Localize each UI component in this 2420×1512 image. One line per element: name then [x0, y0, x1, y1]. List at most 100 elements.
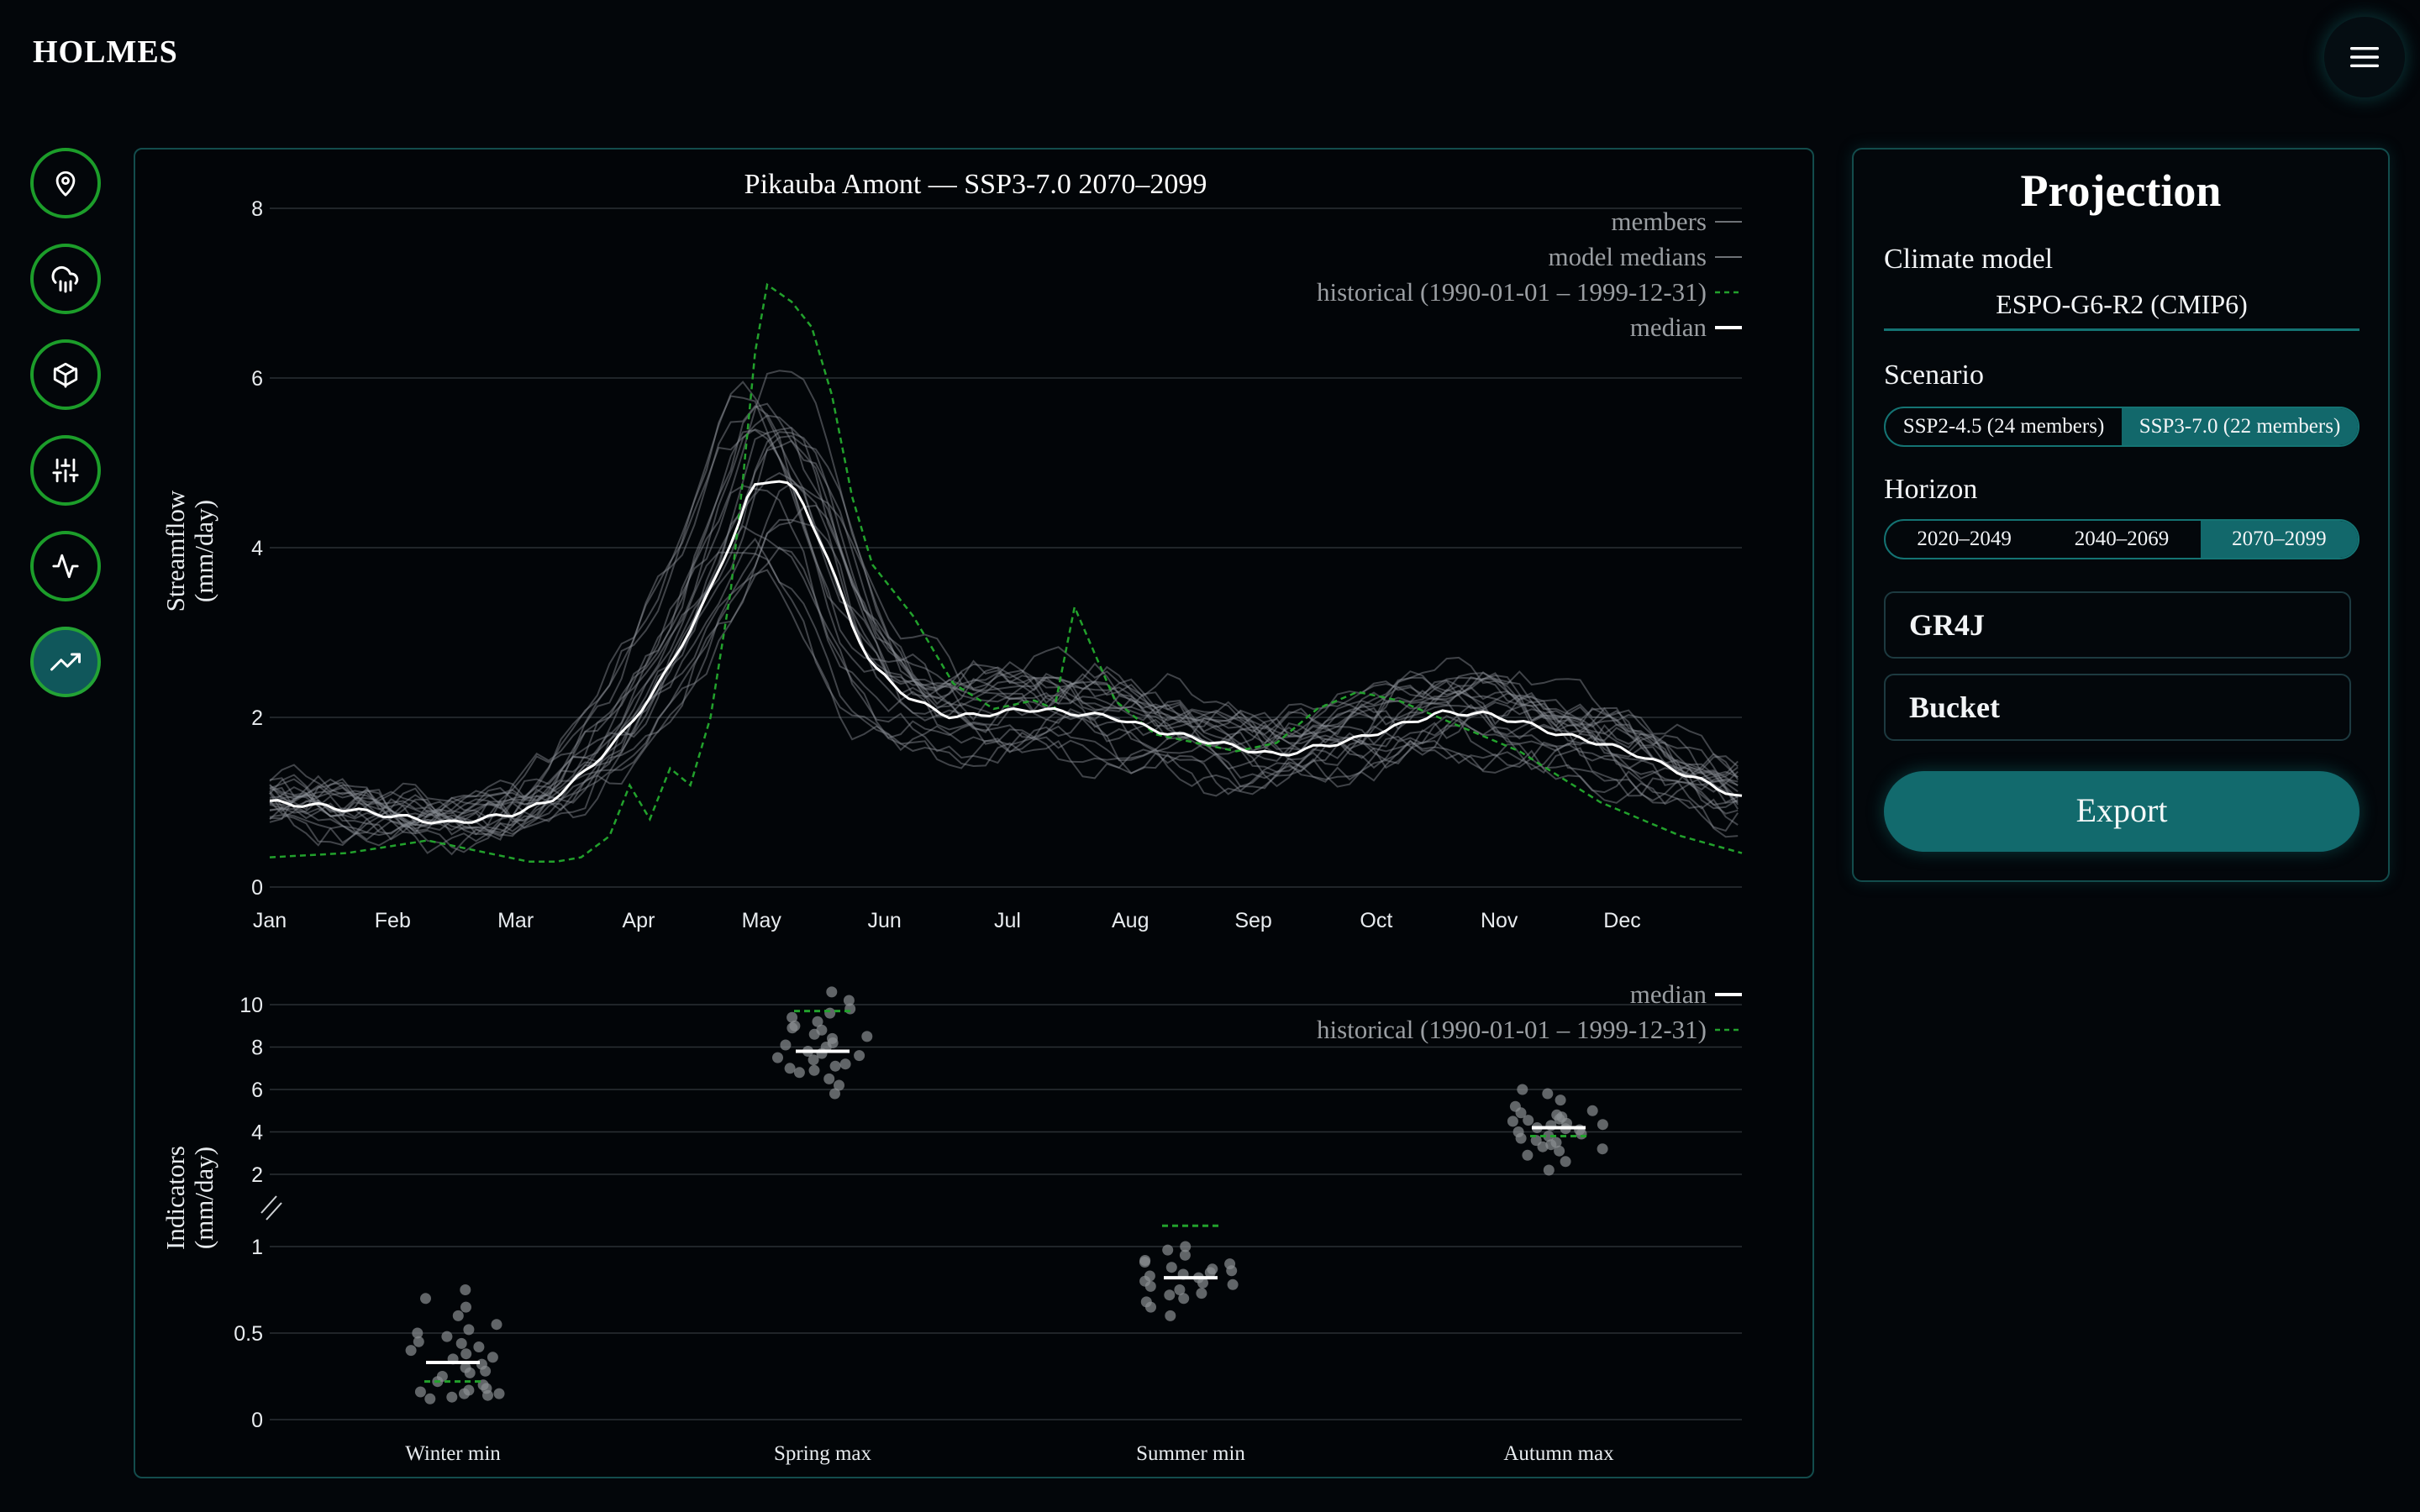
indicators-ylabel-line1: Indicators	[160, 1146, 190, 1250]
indicator-member-point	[829, 1088, 840, 1100]
map-pin-icon	[55, 171, 76, 197]
streamflow-ytick: 0	[251, 876, 263, 900]
month-tick-sep: Sep	[1234, 909, 1271, 932]
indicator-member-point	[1586, 1105, 1598, 1116]
member-series-line	[269, 427, 1739, 824]
indicator-member-point	[1551, 1109, 1563, 1121]
climate-model-select[interactable]: ESPO-G6-R2 (CMIP6)	[1884, 282, 2360, 331]
month-tick-dec: Dec	[1603, 909, 1640, 932]
indicator-member-point	[1144, 1280, 1156, 1292]
indicator-member-point	[824, 1007, 836, 1019]
indicator-member-point	[823, 1073, 835, 1084]
indicator-category-label: Autumn max	[1503, 1442, 1614, 1465]
chart-panel: Pikauba Amont — SSP3-7.0 2070–2099 0 2 4 6 8…	[134, 148, 1814, 1478]
month-tick-jan: Jan	[253, 909, 287, 932]
indicator-member-point	[834, 1079, 844, 1091]
indicator-member-point	[1597, 1119, 1608, 1131]
indicator-member-point	[1197, 1277, 1208, 1289]
indicator-member-point	[829, 1060, 841, 1072]
nav-item-simulation[interactable]	[30, 531, 101, 601]
horizon-option-2070[interactable]: 2070–2099	[2200, 521, 2358, 558]
nav-item-model[interactable]	[30, 339, 101, 410]
indicator-member-point	[446, 1391, 458, 1403]
indicator-member-point	[405, 1345, 417, 1357]
month-tick-aug: Aug	[1112, 909, 1149, 932]
member-series-line	[269, 546, 1739, 853]
indicator-member-point	[1165, 1262, 1177, 1273]
scenario-option-ssp245[interactable]: SSP2-4.5 (24 members)	[1902, 415, 2105, 438]
indicator-member-point	[414, 1386, 426, 1398]
nav-item-projection[interactable]	[30, 627, 101, 697]
cloud-rain-icon	[51, 266, 79, 293]
indicator-member-point	[827, 1032, 838, 1044]
member-series-line	[269, 569, 1739, 856]
indicator-member-point	[1179, 1249, 1191, 1261]
nav-item-calibration[interactable]	[30, 435, 101, 506]
indicator-member-point	[493, 1388, 505, 1399]
indicator-member-point	[473, 1341, 485, 1352]
scenario-label: Scenario	[1884, 360, 1984, 391]
export-button[interactable]: Export	[1884, 771, 2360, 852]
median-series-line	[269, 480, 1743, 825]
nav-item-location[interactable]	[30, 148, 101, 218]
indicator-category-label: Spring max	[774, 1442, 871, 1465]
month-tick-feb: Feb	[375, 909, 411, 932]
member-series-line	[269, 504, 1739, 837]
month-tick-jun: Jun	[867, 909, 901, 932]
app-title: HOLMES	[33, 34, 178, 70]
horizon-option-2040[interactable]: 2040–2069	[2074, 528, 2170, 550]
indicator-member-point	[1542, 1088, 1554, 1100]
hydro-model-box[interactable]: GR4J	[1884, 591, 2351, 659]
scenario-option-ssp370[interactable]: SSP3-7.0 (22 members)	[2122, 408, 2358, 445]
indicator-member-point	[1530, 1135, 1542, 1147]
indicator-category-label: Winter min	[405, 1442, 501, 1465]
indicator-member-point	[1180, 1241, 1192, 1252]
indicator-member-point	[1555, 1095, 1566, 1106]
indicator-member-point	[420, 1293, 431, 1305]
indicator-ytick: 4	[251, 1121, 263, 1145]
indicator-member-point	[808, 1064, 820, 1076]
horizon-toggle: 2020–2049 2040–2069 2070–2099	[1884, 519, 2360, 559]
member-series-line	[269, 395, 1739, 834]
indicator-member-point	[1174, 1284, 1186, 1295]
trending-up-icon	[50, 653, 81, 671]
indicator-ytick: 8	[251, 1037, 263, 1060]
sliders-icon	[52, 458, 79, 483]
indicator-member-point	[1164, 1289, 1176, 1301]
member-series-line	[269, 405, 1739, 823]
month-tick-mar: Mar	[497, 909, 534, 932]
member-series-line	[269, 552, 1739, 854]
menu-button[interactable]	[2324, 17, 2405, 97]
indicator-member-point	[1522, 1149, 1534, 1161]
indicator-member-point	[780, 1039, 792, 1051]
chart-canvas[interactable]: Pikauba Amont — SSP3-7.0 2070–2099 0 2 4 6 8…	[135, 150, 1816, 1480]
legend-model-medians: model medians	[1548, 242, 1707, 271]
member-series-line	[269, 482, 1739, 832]
indicator-member-point	[1507, 1116, 1518, 1127]
member-series-line	[269, 518, 1739, 841]
indicator-member-point	[1140, 1296, 1152, 1308]
indicator-ytick: 10	[239, 994, 263, 1017]
horizon-option-2020[interactable]: 2020–2049	[1917, 528, 2012, 550]
indicator-member-point	[460, 1348, 472, 1360]
indicator-member-point	[455, 1337, 467, 1349]
nav-item-climate-data[interactable]	[30, 244, 101, 314]
indicator-member-point	[826, 986, 838, 998]
snow-model-box[interactable]: Bucket	[1884, 674, 2351, 741]
member-series-line	[269, 434, 1739, 828]
member-series-line	[269, 428, 1739, 830]
indicator-member-point	[839, 1058, 851, 1070]
historical-series-line	[269, 282, 1743, 863]
member-series-line	[269, 428, 1739, 822]
indicator-member-point	[441, 1331, 453, 1342]
indicator-ytick: 1	[251, 1236, 263, 1259]
indicator-member-point	[1178, 1293, 1190, 1305]
indicator-member-point	[491, 1319, 502, 1331]
indicator-member-point	[1517, 1084, 1528, 1095]
indicator-member-point	[476, 1358, 487, 1370]
indicator-member-point	[412, 1327, 424, 1339]
scenario-toggle: SSP2-4.5 (24 members) SSP3-7.0 (22 membe…	[1884, 407, 2360, 447]
indicator-member-point	[1554, 1145, 1565, 1157]
indicator-ytick: 6	[251, 1079, 263, 1102]
streamflow-ytick: 6	[251, 367, 263, 391]
